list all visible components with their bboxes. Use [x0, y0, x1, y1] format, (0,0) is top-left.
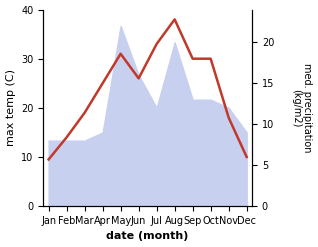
X-axis label: date (month): date (month)	[107, 231, 189, 242]
Y-axis label: med. precipitation
(kg/m2): med. precipitation (kg/m2)	[291, 63, 313, 153]
Y-axis label: max temp (C): max temp (C)	[5, 69, 16, 146]
